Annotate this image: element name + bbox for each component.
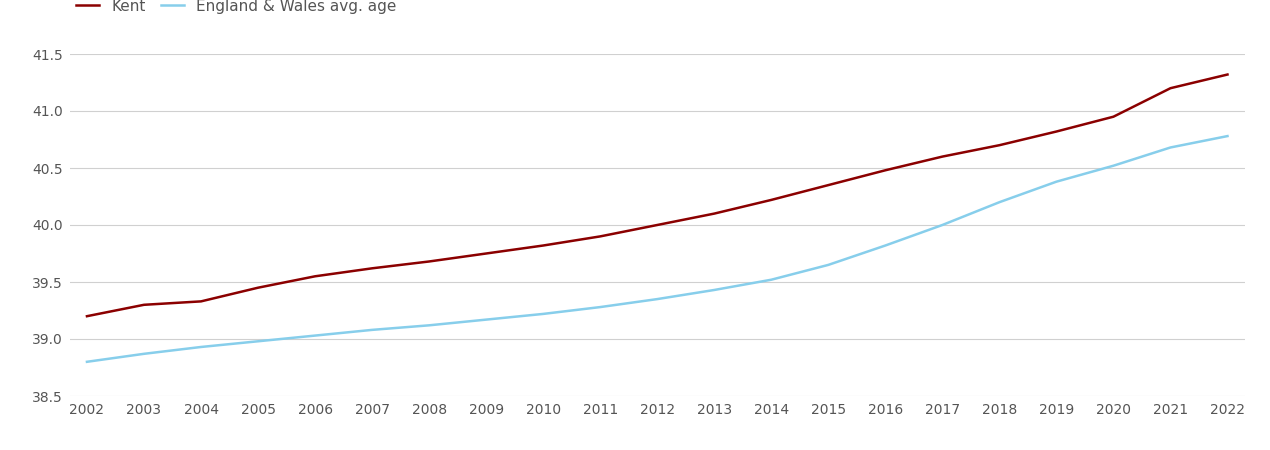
Kent: [536, 243, 551, 248]
England & Wales avg. age: [1049, 179, 1064, 184]
Kent: [1106, 114, 1121, 119]
Line: Kent: Kent: [86, 75, 1228, 316]
Kent: [422, 259, 437, 264]
Kent: [307, 274, 323, 279]
Kent: [593, 234, 608, 239]
England & Wales avg. age: [593, 304, 608, 310]
Kent: [1163, 86, 1179, 91]
England & Wales avg. age: [79, 359, 94, 364]
England & Wales avg. age: [820, 262, 836, 268]
Kent: [706, 211, 721, 216]
Line: England & Wales avg. age: England & Wales avg. age: [86, 136, 1228, 362]
Kent: [992, 143, 1007, 148]
England & Wales avg. age: [1220, 133, 1236, 139]
Kent: [364, 266, 380, 271]
England & Wales avg. age: [193, 344, 208, 350]
Kent: [650, 222, 665, 228]
Kent: [1220, 72, 1236, 77]
England & Wales avg. age: [706, 287, 721, 292]
Kent: [763, 197, 779, 202]
England & Wales avg. age: [1163, 145, 1179, 150]
England & Wales avg. age: [763, 277, 779, 283]
England & Wales avg. age: [1106, 163, 1121, 168]
Kent: [935, 154, 950, 159]
England & Wales avg. age: [878, 243, 893, 248]
Kent: [136, 302, 151, 307]
Legend: Kent, England & Wales avg. age: Kent, England & Wales avg. age: [70, 0, 403, 20]
Kent: [79, 314, 94, 319]
England & Wales avg. age: [136, 351, 151, 356]
Kent: [1049, 129, 1064, 134]
England & Wales avg. age: [307, 333, 323, 338]
England & Wales avg. age: [250, 338, 265, 344]
England & Wales avg. age: [935, 222, 950, 228]
Kent: [878, 167, 893, 173]
Kent: [193, 299, 208, 304]
England & Wales avg. age: [650, 297, 665, 302]
England & Wales avg. age: [364, 327, 380, 333]
Kent: [479, 251, 494, 256]
England & Wales avg. age: [992, 199, 1007, 205]
Kent: [820, 182, 836, 188]
Kent: [250, 285, 265, 290]
England & Wales avg. age: [479, 317, 494, 322]
England & Wales avg. age: [422, 323, 437, 328]
England & Wales avg. age: [536, 311, 551, 317]
